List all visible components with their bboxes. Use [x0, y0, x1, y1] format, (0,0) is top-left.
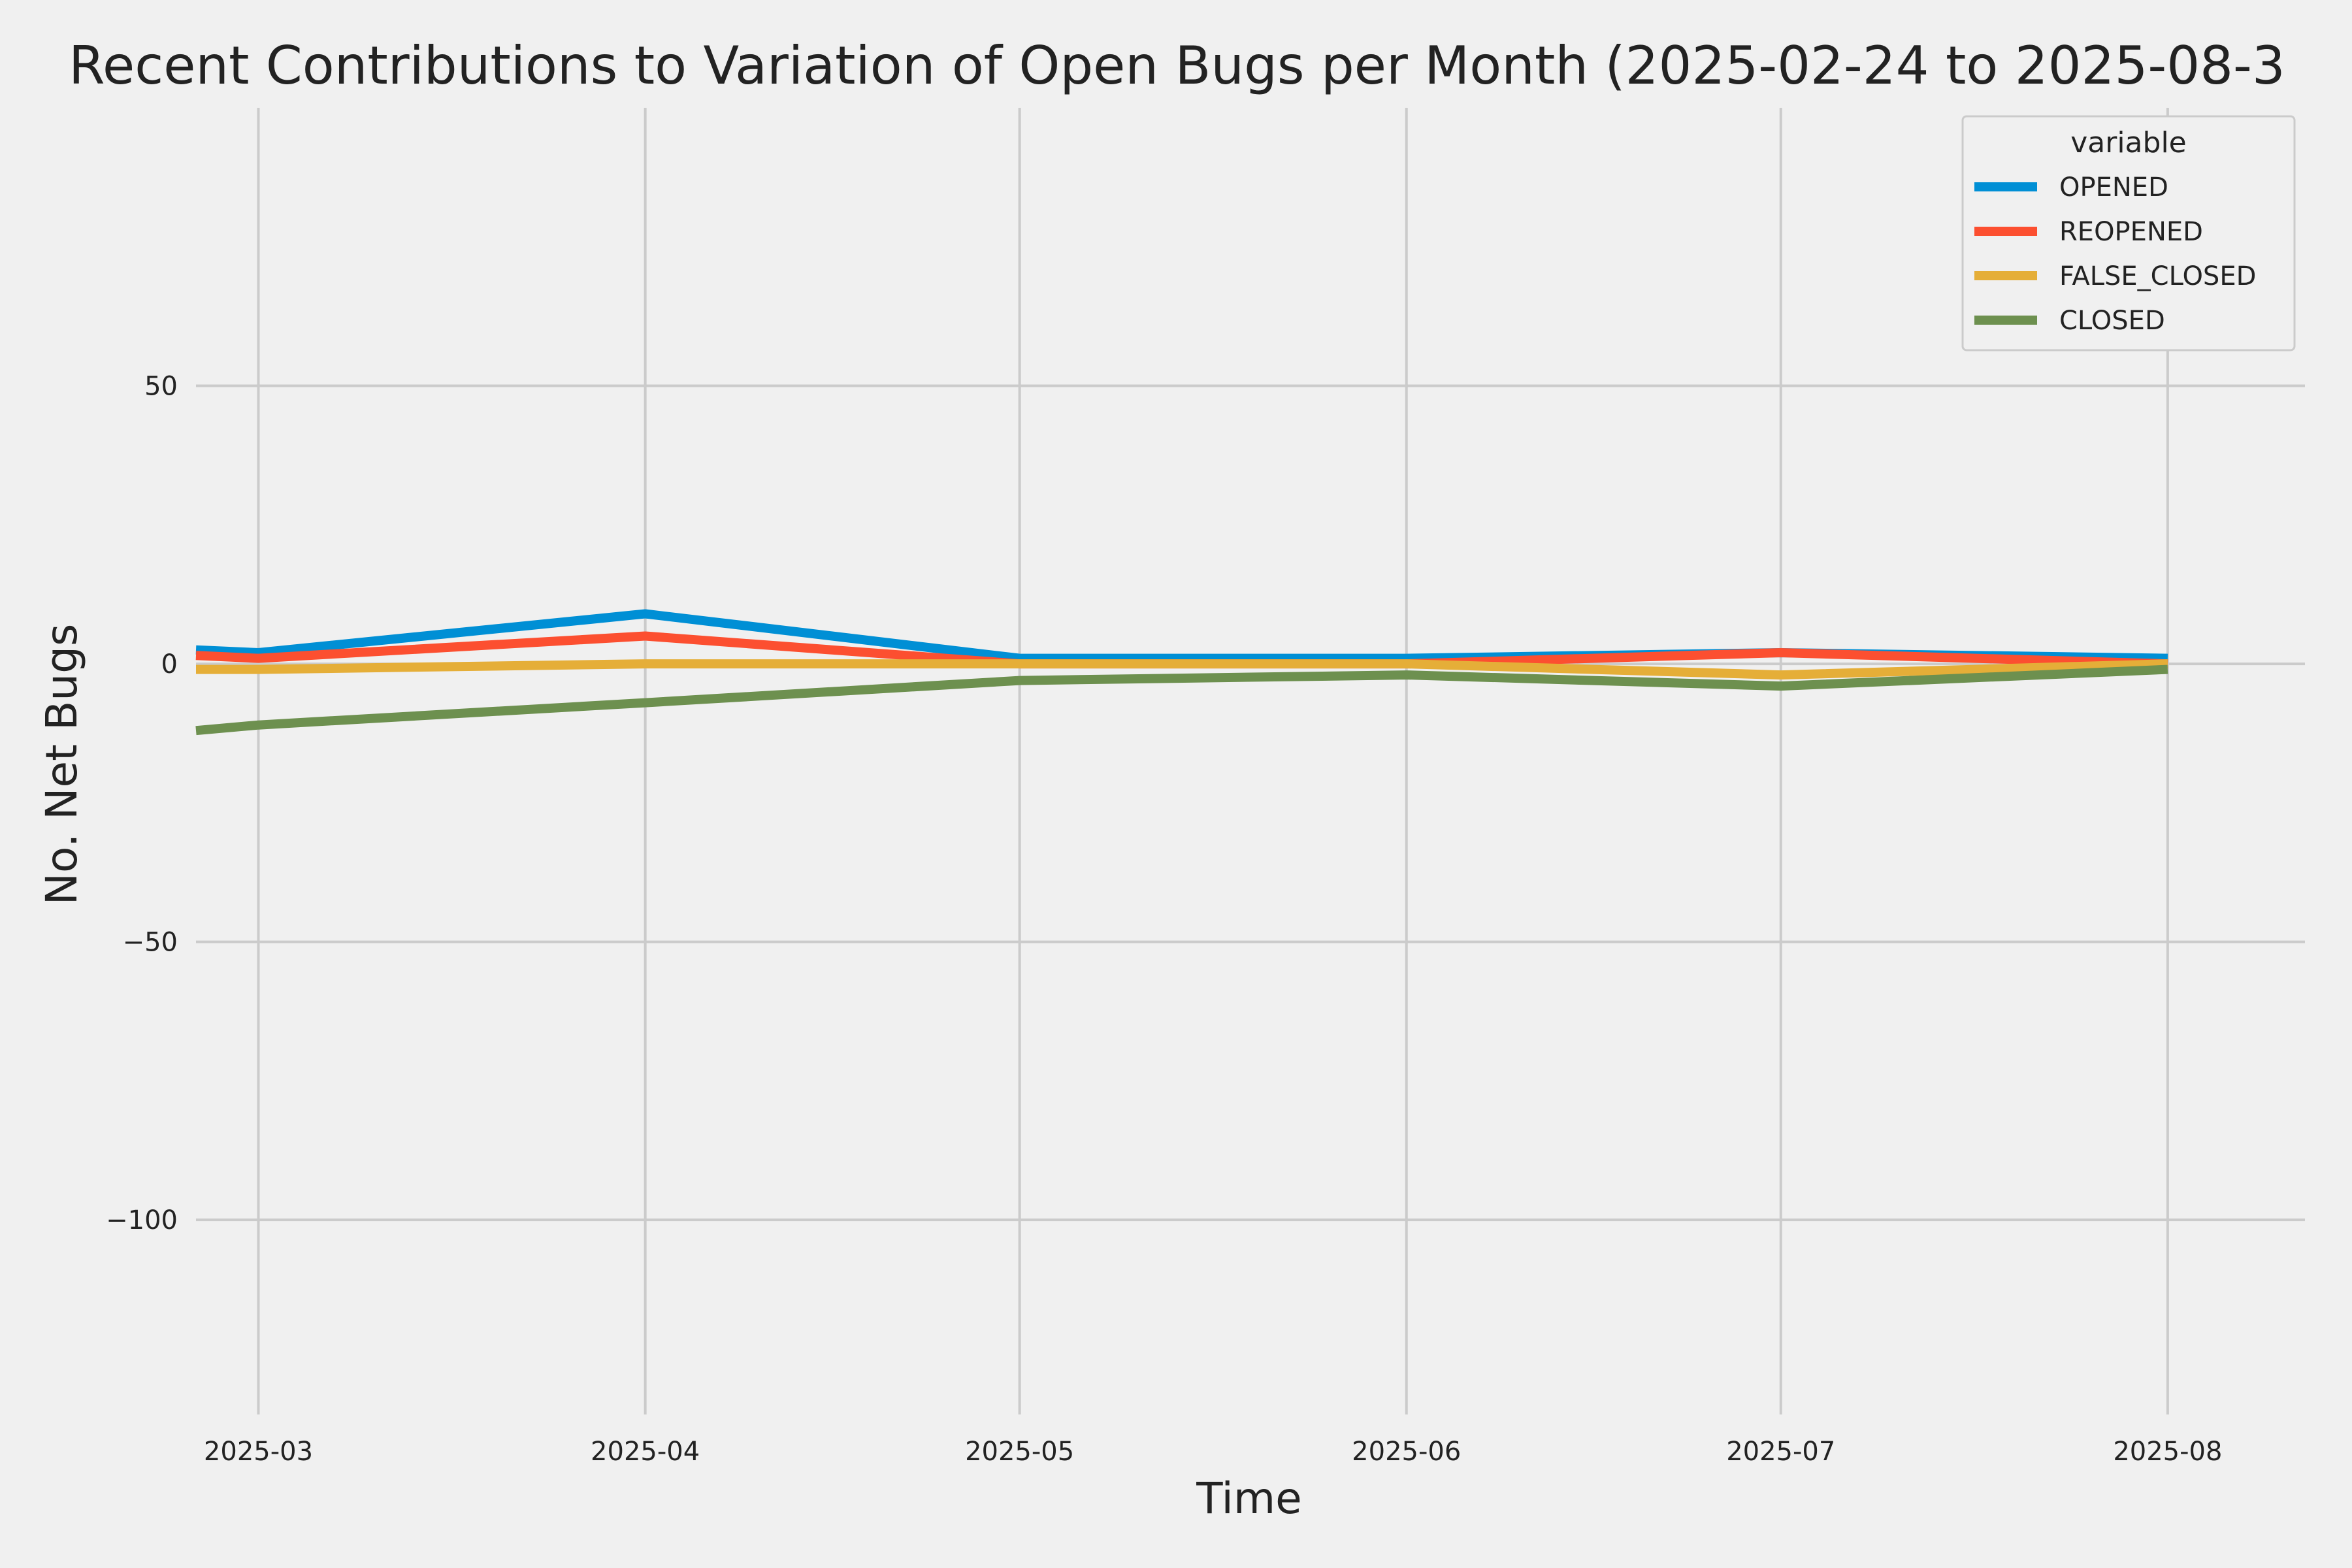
x-tick-label: 2025-07: [1726, 1437, 1835, 1467]
x-tick-label: 2025-03: [204, 1437, 313, 1467]
series-lines: [195, 609, 2168, 736]
legend-label: CLOSED: [2059, 306, 2165, 336]
x-tick-label: 2025-08: [2113, 1437, 2222, 1467]
x-tick-label: 2025-05: [965, 1437, 1074, 1467]
legend: variable OPENED REOPENED FALSE_CLOSED CLOSE…: [1961, 115, 2296, 351]
y-tick-label: 0: [161, 649, 178, 679]
x-tick-label: 2025-04: [591, 1437, 700, 1467]
legend-label: REOPENED: [2059, 217, 2203, 247]
y-tick-label: −50: [123, 928, 178, 958]
legend-label: FALSE_CLOSED: [2059, 261, 2256, 291]
series-line-false-closed: [196, 659, 2168, 680]
legend-box: [1961, 115, 2296, 351]
legend-items: OPENED REOPENED FALSE_CLOSED CLOSED: [1974, 172, 2256, 336]
legend-title: variable: [2070, 126, 2187, 159]
series-line-closed: [195, 664, 2168, 736]
y-axis-label: No. Net Bugs: [37, 624, 87, 906]
y-tick-label: 50: [144, 372, 178, 402]
legend-label: OPENED: [2059, 172, 2168, 203]
y-tick-label: −100: [106, 1205, 178, 1235]
chart-title: Recent Contributions to Variation of Ope…: [69, 35, 2285, 96]
x-axis-label: Time: [1196, 1473, 1302, 1524]
x-tick-label: 2025-06: [1352, 1437, 1461, 1467]
tick-labels: 50 0 −50 −100 2025-03 2025-04 2025-05 2025-06 20…: [106, 372, 2222, 1467]
